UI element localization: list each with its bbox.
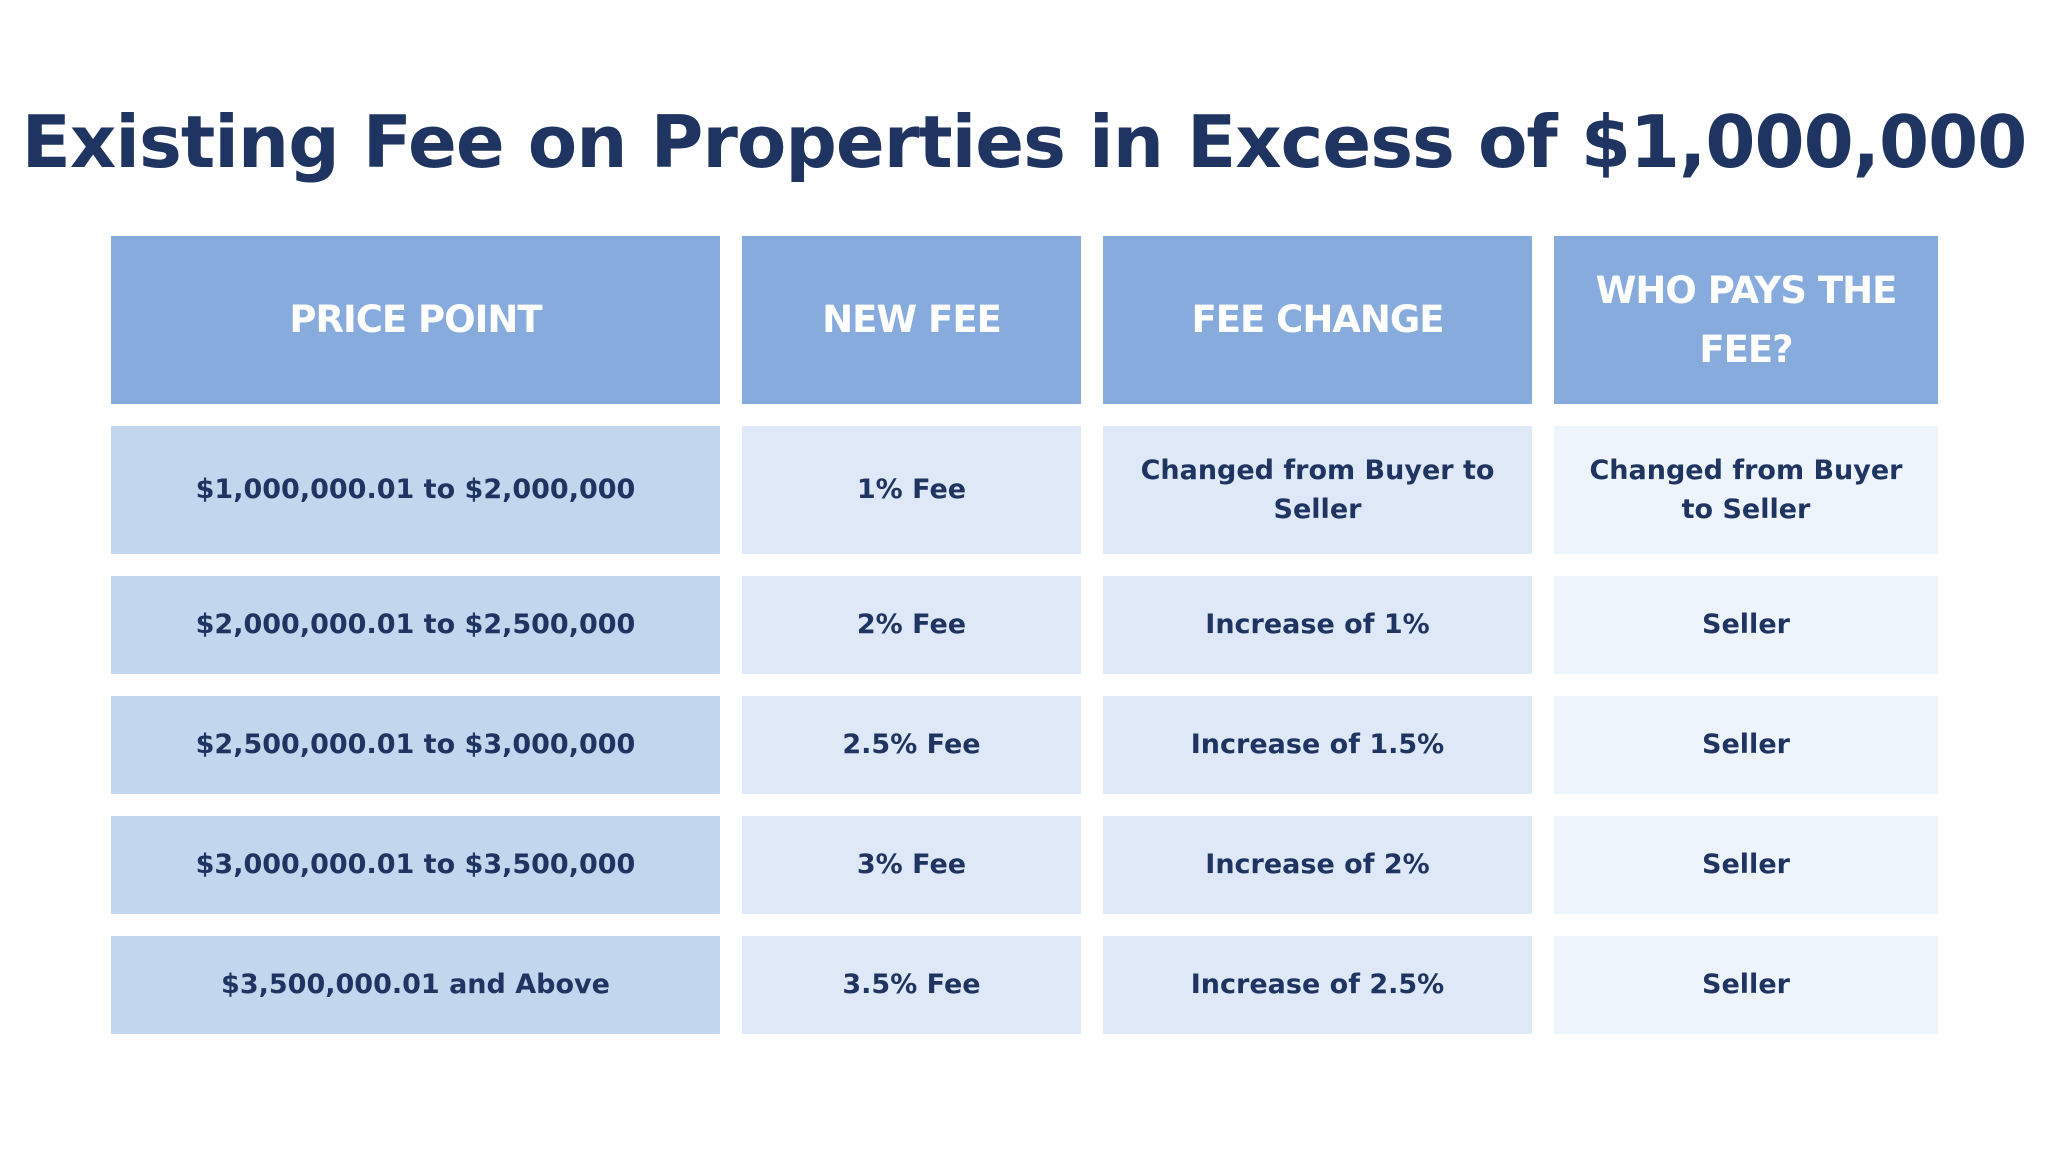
table-cell: $3,000,000.01 to $3,500,000 xyxy=(111,816,720,914)
table-cell: $2,500,000.01 to $3,000,000 xyxy=(111,696,720,794)
table-cell: Increase of 1.5% xyxy=(1103,696,1532,794)
column-header: FEE CHANGE xyxy=(1103,236,1532,404)
column-header: PRICE POINT xyxy=(111,236,720,404)
column-header: WHO PAYS THE FEE? xyxy=(1554,236,1938,404)
table-cell: $3,500,000.01 and Above xyxy=(111,936,720,1034)
table-cell: 3.5% Fee xyxy=(742,936,1081,1034)
fee-table: PRICE POINT NEW FEE FEE CHANGE WHO PAYS THE… xyxy=(111,236,1938,1034)
table-cell: Increase of 2% xyxy=(1103,816,1532,914)
table-cell: Changed from Buyer to Seller xyxy=(1103,426,1532,554)
table-cell: $1,000,000.01 to $2,000,000 xyxy=(111,426,720,554)
table-cell: Increase of 2.5% xyxy=(1103,936,1532,1034)
table-cell: 2% Fee xyxy=(742,576,1081,674)
table-cell: Seller xyxy=(1554,576,1938,674)
table-cell: 3% Fee xyxy=(742,816,1081,914)
title: Existing Fee on Properties in Excess of … xyxy=(21,100,2028,184)
table-cell: Seller xyxy=(1554,816,1938,914)
table-cell: 1% Fee xyxy=(742,426,1081,554)
table-cell: Seller xyxy=(1554,696,1938,794)
table-cell: Seller xyxy=(1554,936,1938,1034)
table-cell: 2.5% Fee xyxy=(742,696,1081,794)
column-header: NEW FEE xyxy=(742,236,1081,404)
table-cell: $2,000,000.01 to $2,500,000 xyxy=(111,576,720,674)
table-cell: Increase of 1% xyxy=(1103,576,1532,674)
table-cell: Changed from Buyer to Seller xyxy=(1554,426,1938,554)
